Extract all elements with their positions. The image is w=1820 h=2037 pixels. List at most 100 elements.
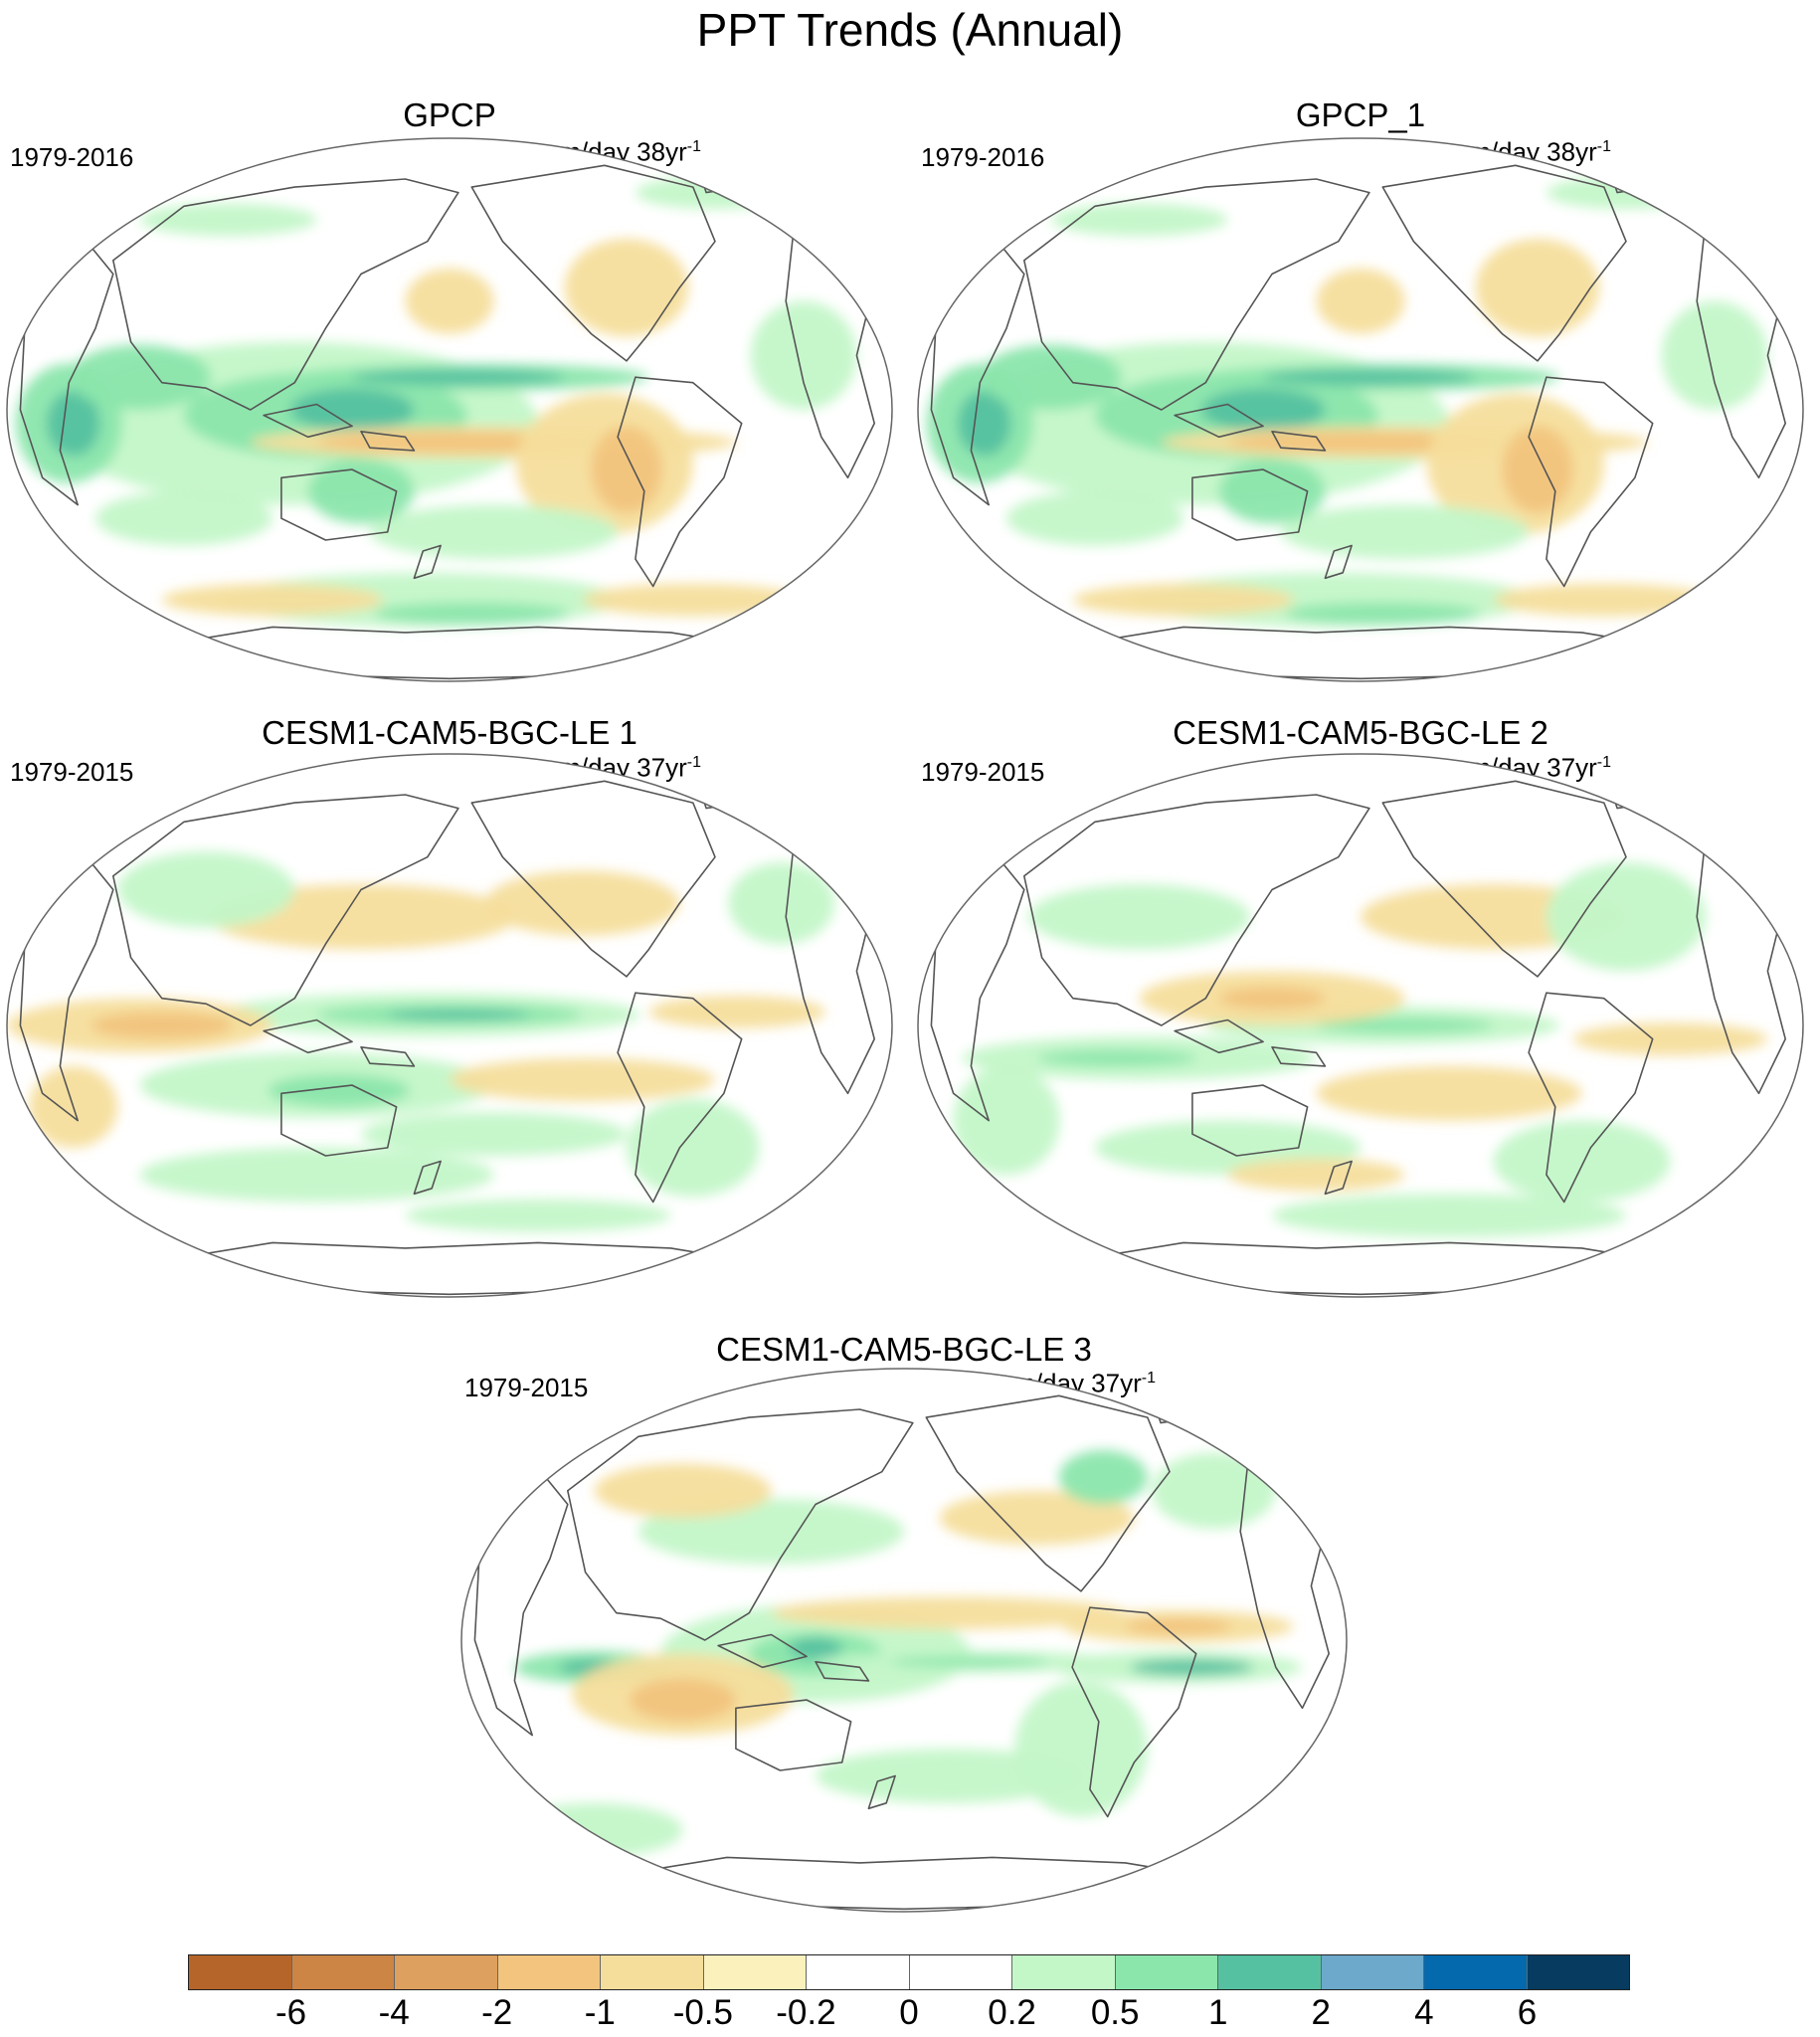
- colorbar-tick-label: 4: [1414, 1993, 1434, 2032]
- coastline: [413, 1160, 442, 1196]
- trend-field: [461, 1369, 1347, 1912]
- trend-contour: [591, 426, 662, 513]
- coastline: [867, 1774, 896, 1810]
- trend-contour: [505, 1802, 683, 1858]
- coastline: [1071, 1606, 1197, 1818]
- trend-contour: [1227, 1158, 1405, 1192]
- trend-contour: [484, 870, 680, 936]
- trend-contour: [268, 1074, 410, 1107]
- map-border: [6, 753, 893, 1298]
- trend-contour: [594, 1463, 772, 1519]
- map-border: [917, 753, 1804, 1298]
- coastline: [1174, 403, 1264, 439]
- units-exponent: -1: [1141, 1370, 1156, 1387]
- panel-title: CESM1-CAM5-BGC-LE 3: [716, 1331, 1092, 1368]
- trend-contour: [728, 862, 835, 945]
- trend-contour: [1200, 388, 1326, 432]
- trend-contour: [369, 504, 619, 560]
- colorbar-tick-label: 2: [1311, 1993, 1332, 2032]
- trend-contour: [117, 851, 295, 928]
- trend-contour: [1316, 1065, 1582, 1121]
- units-exponent: -1: [686, 138, 701, 155]
- colorbar-tick-label: -6: [275, 1993, 307, 2032]
- trend-contour: [1218, 987, 1326, 1010]
- trend-contour: [750, 300, 857, 410]
- colorbar-box: [1526, 1955, 1629, 1989]
- panel-title: GPCP: [403, 96, 496, 133]
- map-projection: [6, 137, 893, 682]
- coastline: [360, 1046, 416, 1067]
- coastline: [263, 403, 353, 439]
- trend-contour: [1493, 583, 1715, 617]
- panel-period: 1979-2015: [464, 1373, 589, 1402]
- map-border: [460, 1368, 1348, 1913]
- trend-contour: [627, 1098, 760, 1197]
- colorbar-box: [1114, 1955, 1217, 1989]
- coastline: [1023, 178, 1370, 411]
- trend-contour: [139, 1147, 494, 1203]
- map-projection: [917, 137, 1804, 682]
- coastline: [470, 780, 716, 978]
- map-projection: [6, 753, 893, 1298]
- colorbar-tick-label: 1: [1207, 1993, 1228, 2032]
- trend-contour: [387, 1009, 530, 1020]
- coastline: [735, 1699, 852, 1771]
- coastline: [1271, 431, 1327, 452]
- colorbar-tick-label: 6: [1517, 1993, 1538, 2032]
- colorbar-box: [1320, 1955, 1423, 1989]
- trend-contour: [1218, 459, 1326, 524]
- trend-contour: [1316, 269, 1405, 334]
- colorbar-box: [290, 1955, 394, 1989]
- trend-contour: [953, 1065, 1060, 1176]
- coastline: [1191, 1084, 1309, 1157]
- colorbar-box: [1423, 1955, 1527, 1989]
- coastline: [470, 164, 716, 362]
- trend-contour: [374, 602, 570, 625]
- figure-title: PPT Trends (Annual): [696, 4, 1124, 56]
- trend-contour: [582, 583, 804, 617]
- coastline: [1528, 376, 1654, 588]
- trend-contour: [1263, 369, 1476, 386]
- trend-contour: [91, 1012, 233, 1039]
- trend-contour: [139, 203, 317, 237]
- map-projection: [917, 753, 1804, 1298]
- trend-contour: [630, 1678, 736, 1722]
- coastline: [413, 544, 442, 580]
- coastline: [925, 1394, 1171, 1592]
- trend-contour: [1125, 1618, 1232, 1635]
- coastline: [280, 468, 398, 541]
- trend-contour: [1006, 490, 1183, 546]
- colorbar: [188, 1954, 1630, 1990]
- trend-contour: [1572, 1022, 1768, 1056]
- trend-contour: [1502, 426, 1573, 513]
- coastline: [112, 178, 459, 411]
- panel-title: CESM1-CAM5-BGC-LE 1: [262, 714, 637, 751]
- panel-period: 1979-2016: [921, 142, 1045, 172]
- panel-period: 1979-2016: [10, 142, 134, 172]
- trend-field: [7, 754, 892, 1297]
- trend-contour: [980, 344, 1122, 410]
- trend-contour: [816, 1749, 1081, 1803]
- units-exponent: -1: [686, 754, 701, 771]
- trend-contour: [1272, 1194, 1626, 1237]
- colorbar-tick-label: -1: [584, 1993, 616, 2032]
- coastline: [1528, 992, 1654, 1204]
- coastline: [1381, 780, 1627, 978]
- colorbar-tick-label: 0: [899, 1993, 919, 2032]
- trend-contour: [1152, 1452, 1276, 1530]
- trend-contour: [890, 1656, 1050, 1668]
- coastline: [1324, 544, 1353, 580]
- coastline: [567, 1408, 914, 1641]
- trend-contour: [352, 369, 565, 386]
- panel-title: GPCP_1: [1295, 96, 1426, 133]
- trend-contour: [1050, 203, 1228, 237]
- coastline: [112, 794, 459, 1026]
- trend-contour: [289, 388, 415, 432]
- colorbar-box: [1011, 1955, 1115, 1989]
- units-exponent: -1: [1596, 138, 1611, 155]
- trend-contour: [1028, 884, 1250, 950]
- colorbar-tick-label: 0.2: [988, 1993, 1036, 2032]
- map-projection: [460, 1368, 1348, 1913]
- panel-period: 1979-2015: [921, 757, 1045, 787]
- trend-contour: [450, 1057, 715, 1102]
